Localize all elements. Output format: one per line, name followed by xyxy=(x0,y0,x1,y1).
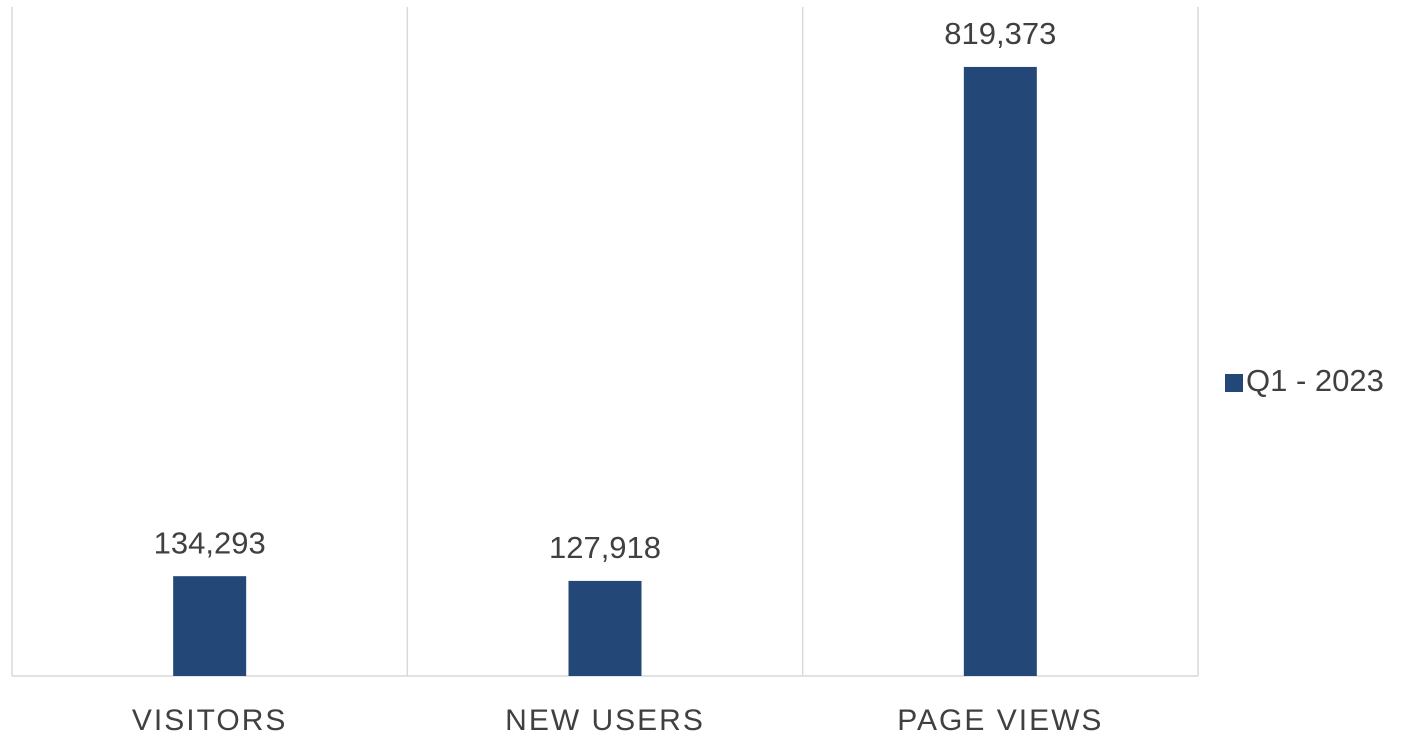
data-label: 134,293 xyxy=(154,525,266,560)
bar xyxy=(568,580,642,676)
x-tick-label: NEW USERS xyxy=(505,704,705,737)
legend-swatch xyxy=(1225,374,1243,392)
bar xyxy=(173,576,247,676)
x-tick-label: VISITORS xyxy=(132,704,287,737)
legend-label: Q1 - 2023 xyxy=(1246,363,1384,398)
x-tick-label: PAGE VIEWS xyxy=(897,704,1103,737)
bar xyxy=(963,66,1037,676)
data-label: 819,373 xyxy=(944,16,1056,51)
data-label: 127,918 xyxy=(549,530,661,565)
